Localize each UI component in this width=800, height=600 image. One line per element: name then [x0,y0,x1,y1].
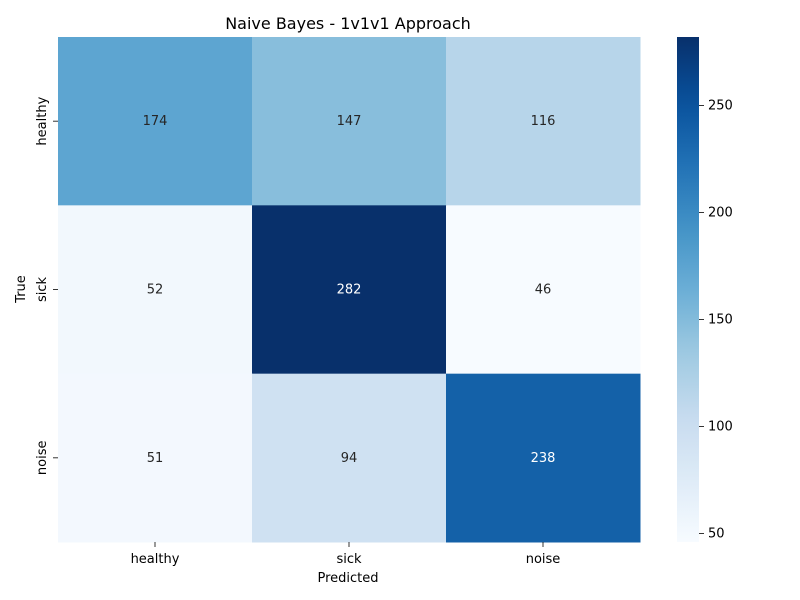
heatmap-cell [252,373,447,543]
heatmap-cells: 174 147 116 52 282 46 51 94 238 [58,37,641,543]
cell-value-label: 51 [147,451,164,466]
cell-value-label: 147 [337,114,362,129]
colorbar-tick-label: 150 [708,312,733,327]
x-tick-label: sick [336,552,362,567]
x-tick-label: noise [526,552,561,567]
cell-value-label: 94 [341,451,358,466]
y-tick-label: healthy [35,96,50,145]
heatmap-cell [446,373,641,543]
x-axis-ticks: healthy sick noise [131,542,561,567]
heatmap-cell [58,205,253,375]
colorbar-ticks: 50 100 150 200 250 [699,98,733,541]
cell-value-label: 116 [531,114,556,129]
heatmap-cell [252,205,447,375]
y-tick-label: sick [35,276,50,302]
cell-value-label: 238 [531,451,556,466]
colorbar-tick-label: 50 [708,526,725,541]
heatmap-cell [58,373,253,543]
cell-value-label: 282 [337,283,362,298]
y-axis-ticks: healthy sick noise [35,96,58,475]
colorbar-tick-label: 100 [708,419,733,434]
heatmap-cell [252,37,447,206]
colorbar [677,37,699,542]
cell-value-label: 174 [143,114,168,129]
colorbar-tick-label: 250 [708,98,733,113]
x-axis-label: Predicted [317,571,378,586]
heatmap-cell [446,37,641,206]
cell-value-label: 46 [535,283,552,298]
cell-value-label: 52 [147,283,164,298]
heatmap-cell [446,205,641,375]
colorbar-tick-label: 200 [708,205,733,220]
y-tick-label: noise [35,441,50,476]
x-tick-label: healthy [131,552,180,567]
y-axis-label: True [14,275,29,304]
chart-title: Naive Bayes - 1v1v1 Approach [225,14,471,33]
heatmap-cell [58,37,253,206]
